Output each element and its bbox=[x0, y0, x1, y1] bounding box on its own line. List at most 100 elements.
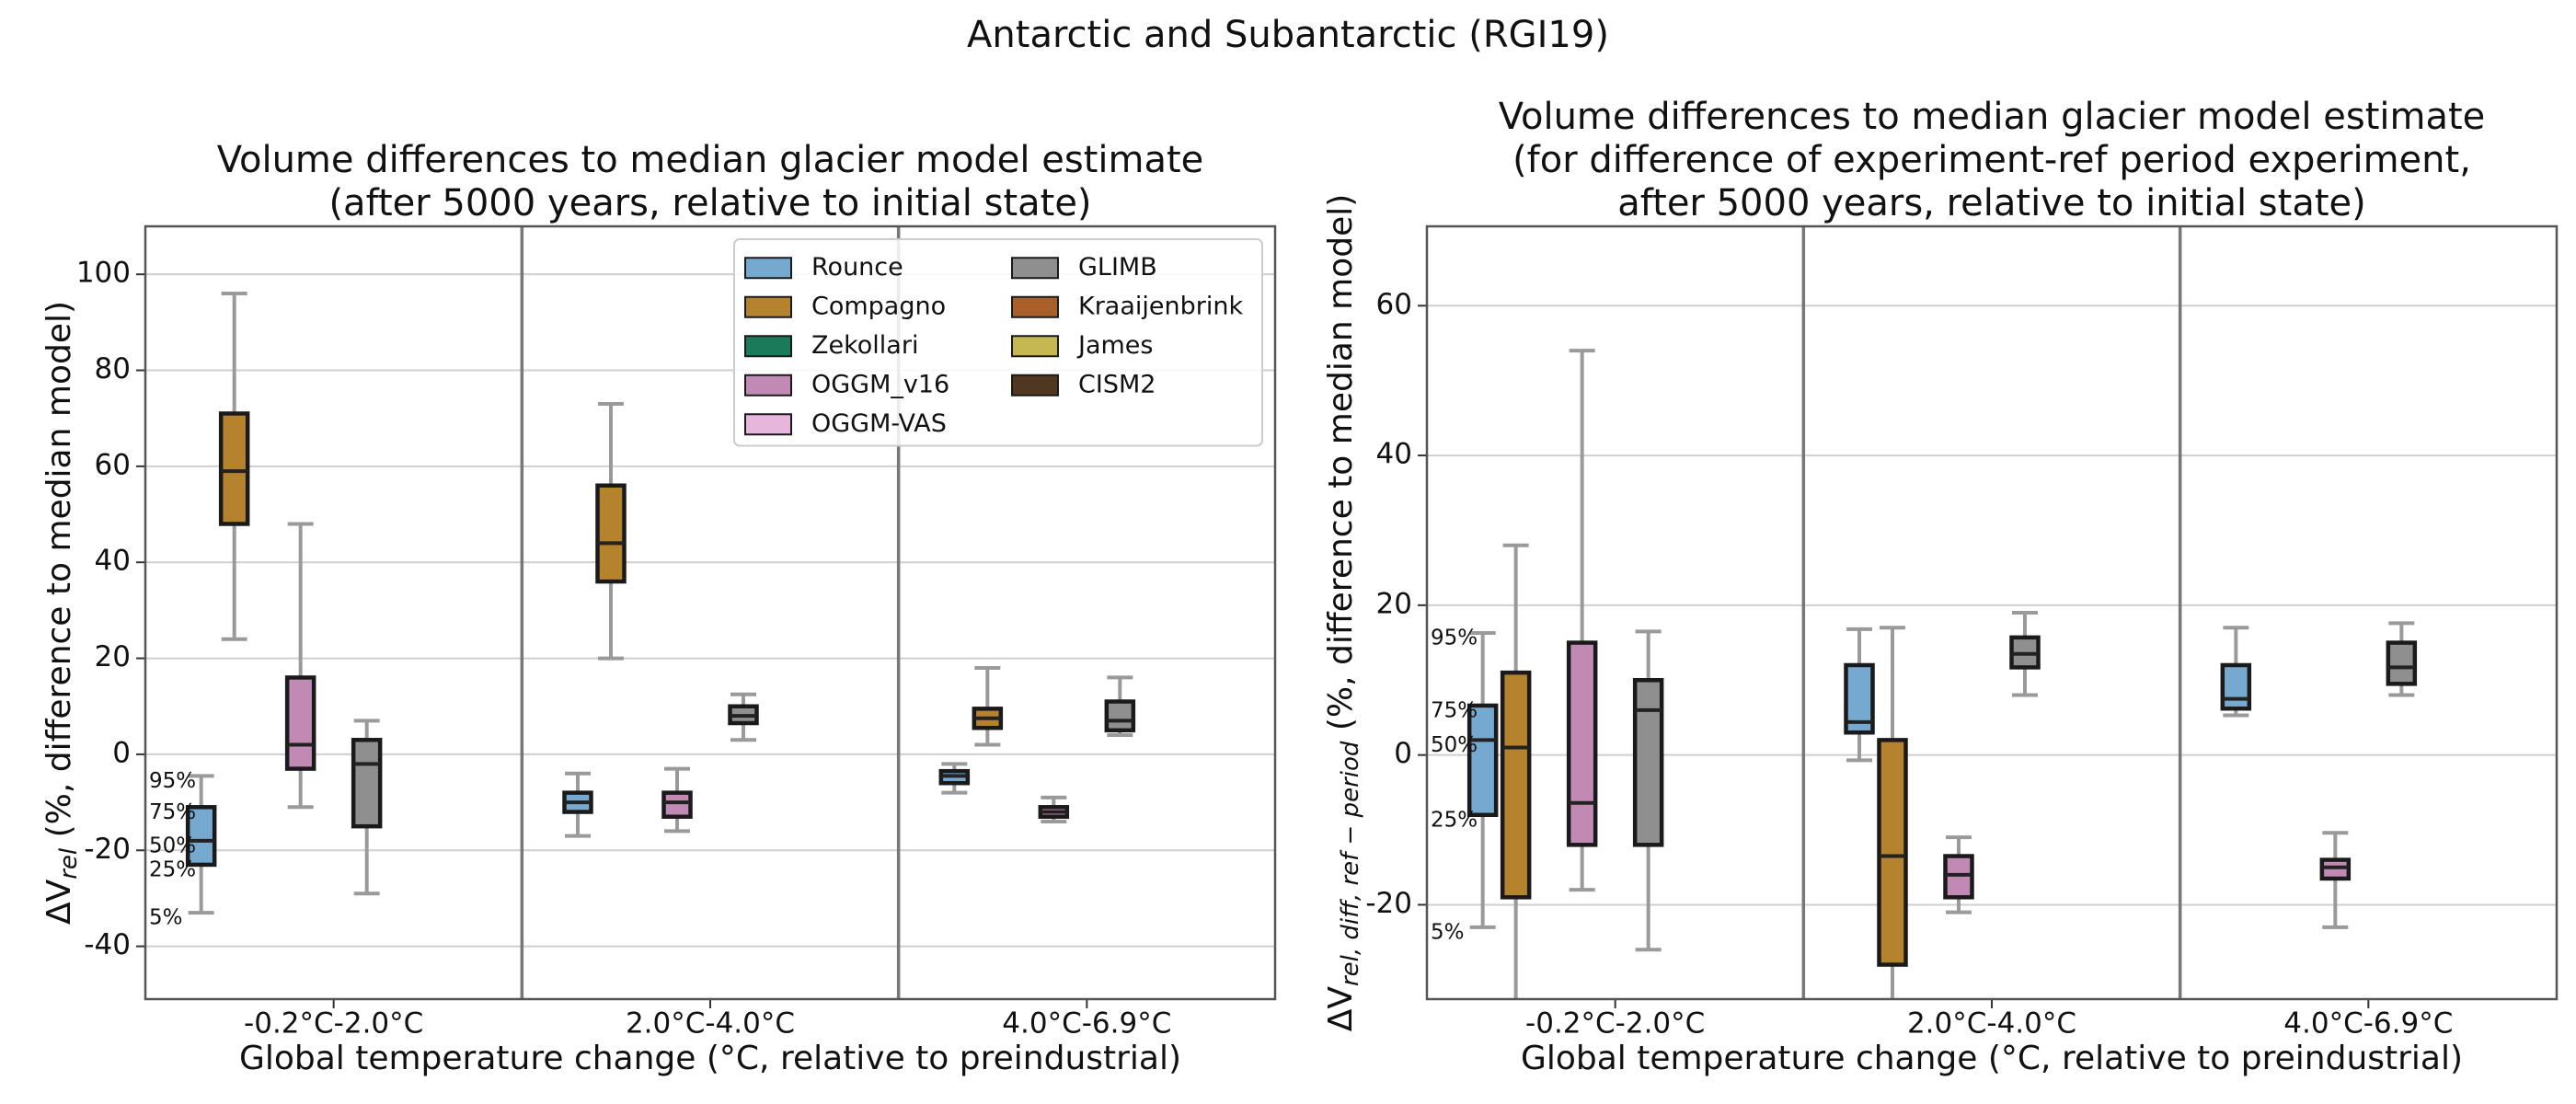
y-label-sub: rel, diff, ref − period bbox=[1337, 741, 1364, 986]
whisker-low bbox=[188, 864, 214, 915]
box bbox=[1104, 699, 1136, 733]
whisker-high bbox=[2223, 626, 2249, 665]
whisker-high bbox=[188, 774, 214, 808]
percentile-label: 95% bbox=[1431, 626, 1478, 650]
legend-box bbox=[733, 238, 1263, 447]
legend-label: Kraaijenbrink bbox=[1078, 292, 1243, 320]
box bbox=[284, 675, 316, 771]
y-label-main: ΔV bbox=[1322, 986, 1360, 1032]
whisker-high bbox=[1635, 629, 1662, 681]
whisker-low bbox=[974, 728, 1001, 747]
whisker-low bbox=[221, 523, 247, 641]
legend-label: Rounce bbox=[811, 253, 903, 282]
x-tick-label: 4.0°C-6.9°C bbox=[1002, 1007, 1171, 1041]
box bbox=[595, 483, 627, 584]
legend-swatch bbox=[744, 335, 792, 358]
whisker-low bbox=[1513, 897, 1518, 999]
x-tick-label: -0.2°C-2.0°C bbox=[244, 1007, 423, 1041]
y-label-sub: rel bbox=[55, 847, 83, 880]
whisker-high bbox=[1569, 349, 1595, 643]
chart-title: (for difference of experiment-ref period… bbox=[1512, 139, 2471, 181]
whisker-high bbox=[353, 719, 380, 741]
percentile-label: 50% bbox=[149, 834, 196, 857]
percentile-label: 75% bbox=[1431, 698, 1478, 722]
whisker-high bbox=[1107, 675, 1133, 702]
box bbox=[1466, 703, 1499, 818]
x-tick-label: 2.0°C-4.0°C bbox=[1907, 1007, 2076, 1041]
legend-label: James bbox=[1076, 331, 1154, 360]
whisker-low bbox=[2012, 667, 2038, 697]
whisker-low bbox=[1846, 732, 1872, 763]
whisker-high bbox=[2322, 831, 2349, 860]
x-tick-label: -0.2°C-2.0°C bbox=[1525, 1007, 1705, 1041]
whisker-high bbox=[565, 771, 591, 793]
box bbox=[1943, 854, 1974, 900]
whisker-high bbox=[2388, 621, 2415, 643]
y-tick-label: 0 bbox=[1394, 737, 1412, 770]
box bbox=[1632, 678, 1664, 847]
legend-label: CISM2 bbox=[1078, 370, 1156, 398]
y-tick-label: -20 bbox=[84, 833, 131, 866]
boxes bbox=[185, 292, 1136, 915]
figure-title: Antarctic and Subantarctic (RGI19) bbox=[967, 14, 1609, 56]
box bbox=[351, 738, 383, 829]
whisker-low bbox=[1946, 897, 1972, 914]
chart-title: (after 5000 years, relative to initial s… bbox=[328, 182, 1091, 224]
box bbox=[2220, 662, 2252, 711]
y-label-main: ΔV bbox=[40, 879, 78, 925]
percentile-label: 5% bbox=[149, 906, 183, 930]
legend-swatch bbox=[744, 257, 792, 280]
legend-swatch bbox=[744, 413, 792, 436]
legend-swatch bbox=[1011, 257, 1059, 280]
y-tick-label: 80 bbox=[95, 352, 131, 385]
y-tick-label: 40 bbox=[95, 545, 131, 578]
whisker-low bbox=[1469, 814, 1496, 929]
whisker-high bbox=[598, 402, 624, 486]
x-axis-label: Global temperature change (°C, relative … bbox=[1521, 1040, 2463, 1077]
whisker-high bbox=[221, 292, 247, 414]
y-axis-label: ΔVrel (%, difference to median model) bbox=[40, 301, 83, 925]
whisker-low bbox=[664, 816, 690, 834]
box bbox=[185, 805, 217, 868]
percentile-label: 50% bbox=[1431, 733, 1478, 757]
legend-label: OGGM_v16 bbox=[811, 370, 949, 398]
box bbox=[1566, 640, 1598, 847]
box bbox=[2319, 857, 2352, 881]
axes-frame bbox=[144, 224, 1277, 1001]
y-axis-label: ΔVrel, diff, ref − period (%, difference… bbox=[1322, 194, 1364, 1032]
box bbox=[1500, 670, 1532, 900]
percentile-label: 95% bbox=[149, 769, 196, 793]
y-tick-label: 20 bbox=[95, 640, 131, 673]
box bbox=[661, 790, 693, 819]
y-tick-label: 60 bbox=[1376, 288, 1412, 321]
whisker-high bbox=[287, 522, 314, 678]
whisker-high bbox=[1846, 627, 1872, 665]
whisker-high bbox=[1946, 835, 1972, 857]
percentile-label: 5% bbox=[1431, 920, 1465, 944]
y-tick-label: 20 bbox=[1376, 587, 1412, 620]
box bbox=[1877, 738, 1908, 967]
whisker-low bbox=[1891, 964, 1894, 999]
whisker-high bbox=[974, 666, 1001, 709]
whisker-high bbox=[2012, 611, 2038, 638]
box bbox=[2386, 640, 2418, 686]
legend-swatch bbox=[1011, 295, 1059, 318]
legend-swatch bbox=[1011, 335, 1059, 358]
y-label-rest: (%, difference to median model) bbox=[1322, 194, 1360, 742]
y-label-rest: (%, difference to median model) bbox=[40, 301, 78, 848]
whisker-high bbox=[1502, 543, 1529, 673]
boxes bbox=[1466, 349, 2418, 999]
legend-label: GLIMB bbox=[1078, 253, 1157, 282]
legend-swatch bbox=[744, 295, 792, 318]
percentile-label: 25% bbox=[149, 857, 196, 881]
chart-title: after 5000 years, relative to initial st… bbox=[1617, 182, 2365, 224]
percentile-label: 25% bbox=[1431, 808, 1478, 832]
legend-label: Zekollari bbox=[811, 331, 918, 360]
whisker-low bbox=[1569, 845, 1595, 892]
chart-title: Volume differences to median glacier mod… bbox=[217, 139, 1204, 181]
x-tick-label: 2.0°C-4.0°C bbox=[626, 1007, 795, 1041]
legend-swatch bbox=[1011, 374, 1059, 397]
whisker-low bbox=[730, 723, 756, 742]
whisker-low bbox=[2322, 878, 2349, 929]
